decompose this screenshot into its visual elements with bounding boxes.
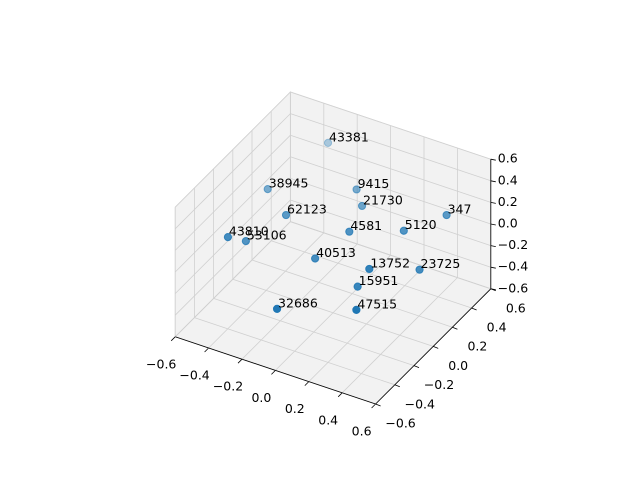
- grid-line: [251, 259, 453, 328]
- tick-mark: [337, 392, 343, 398]
- grid-line: [290, 91, 491, 160]
- point: [223, 233, 233, 242]
- point: [442, 210, 451, 220]
- point-label: 347: [448, 202, 472, 217]
- tick-mark: [375, 403, 381, 407]
- tick-mark: [471, 307, 477, 311]
- tick-mark: [452, 326, 458, 330]
- grid-line: [213, 298, 415, 366]
- y-tick-label: −0.4: [405, 396, 435, 411]
- z-tick-label: 0.0: [498, 216, 518, 231]
- z-tick-label: 0.6: [498, 151, 518, 166]
- z-tick-label: 0.4: [498, 172, 518, 187]
- tick-mark: [271, 370, 276, 375]
- tick-mark: [490, 245, 496, 247]
- grid-line: [174, 113, 291, 230]
- grid-line: [290, 178, 491, 246]
- point-label: 15951: [359, 273, 399, 288]
- tick-mark: [413, 365, 420, 368]
- point-label: 53106: [247, 228, 287, 243]
- y-tick-label: 0.2: [467, 339, 487, 354]
- point-label: 43381: [329, 129, 369, 144]
- grid-line: [174, 221, 291, 338]
- y-tick-label: 0.4: [487, 320, 507, 335]
- point-label: 4581: [350, 218, 382, 233]
- y-tick-label: −0.2: [424, 377, 454, 392]
- y-tick-label: −0.6: [385, 416, 415, 431]
- x-tick-label: 0.2: [285, 401, 305, 416]
- axis-line: [175, 336, 376, 405]
- tick-mark: [170, 336, 176, 342]
- z-tick-label: −0.6: [498, 280, 528, 295]
- point: [352, 185, 361, 194]
- point-label: 32686: [278, 295, 318, 310]
- point: [272, 304, 282, 313]
- tick-mark: [304, 381, 310, 386]
- point: [345, 227, 354, 236]
- grid-line: [232, 278, 434, 347]
- grid-line: [271, 240, 472, 309]
- tick-mark: [490, 180, 496, 183]
- point: [323, 138, 333, 147]
- tick-mark: [204, 347, 209, 353]
- tick-mark: [237, 358, 243, 364]
- grid-line: [174, 156, 291, 273]
- point-label: 43810: [229, 224, 269, 239]
- tick-mark: [490, 266, 496, 269]
- point: [281, 210, 291, 220]
- point-label: 47515: [357, 296, 397, 311]
- grid-line: [290, 199, 491, 268]
- tick-mark: [371, 403, 376, 409]
- grid-line: [174, 199, 291, 316]
- z-tick-label: 0.2: [498, 194, 518, 209]
- tick-mark: [490, 158, 496, 161]
- point-label: 40513: [316, 245, 356, 260]
- point-label: 21730: [363, 192, 403, 207]
- point: [241, 237, 250, 246]
- grid-line: [290, 113, 491, 182]
- y-tick-label: 0.0: [448, 358, 468, 373]
- point: [365, 264, 374, 274]
- point: [352, 305, 361, 314]
- point: [311, 254, 320, 263]
- x-tick-label: 0.0: [251, 390, 271, 405]
- tick-mark: [490, 202, 496, 204]
- tick-mark: [490, 288, 496, 291]
- grid-line: [174, 178, 291, 294]
- x-tick-label: −0.4: [179, 368, 209, 383]
- point-label: 13752: [370, 255, 410, 270]
- point-label: 38945: [269, 176, 309, 191]
- point: [357, 201, 367, 211]
- point: [263, 185, 272, 194]
- point: [353, 282, 362, 291]
- point: [399, 226, 408, 235]
- tick-mark: [490, 223, 496, 226]
- grid-line: [290, 134, 491, 203]
- grid-line: [174, 91, 291, 208]
- x-tick-label: −0.2: [213, 379, 243, 394]
- point-label: 5120: [405, 217, 437, 232]
- tick-mark: [394, 384, 400, 388]
- grid-line: [290, 156, 491, 225]
- grid-line: [174, 134, 291, 251]
- z-tick-label: −0.4: [498, 259, 528, 274]
- z-tick-label: −0.2: [498, 237, 528, 252]
- x-tick-label: 0.6: [352, 424, 372, 439]
- tick-mark: [433, 346, 439, 349]
- grid-line: [194, 317, 395, 386]
- axis-line: [375, 288, 492, 405]
- point-label: 62123: [287, 202, 327, 217]
- y-tick-label: 0.6: [506, 300, 526, 315]
- x-tick-label: −0.6: [146, 356, 176, 371]
- point-label: 9415: [358, 176, 390, 191]
- x-tick-label: 0.4: [318, 412, 338, 427]
- point-label: 23725: [421, 256, 461, 271]
- grid-line: [290, 221, 491, 290]
- point: [415, 265, 424, 274]
